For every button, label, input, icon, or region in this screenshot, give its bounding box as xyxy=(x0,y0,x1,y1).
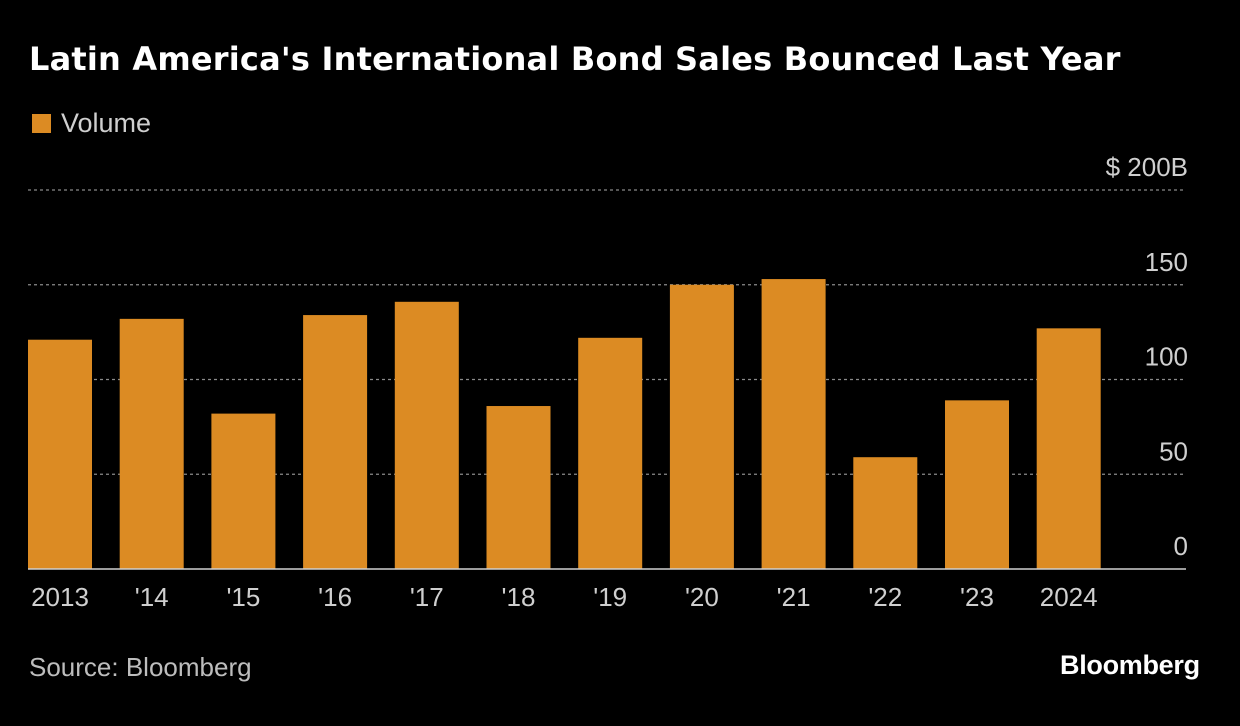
x-tick-label-2013: 2013 xyxy=(31,582,89,612)
x-tick-label-2024: 2024 xyxy=(1040,582,1098,612)
x-tick-label-14: '14 xyxy=(135,582,169,612)
bar-chart: 0 50 100 150 $ 200B 2013 '14 '15 '16 '17 '18 '19 '20… xyxy=(28,152,1188,612)
x-tick-label-16: '16 xyxy=(318,582,352,612)
y-tick-label-100: 100 xyxy=(1145,342,1188,372)
source-note: Source: Bloomberg xyxy=(29,652,252,682)
bar-21 xyxy=(761,279,826,569)
x-tick-label-15: '15 xyxy=(226,582,260,612)
x-tick-label-18: '18 xyxy=(502,582,536,612)
legend-label-volume: Volume xyxy=(61,108,152,138)
bar-23 xyxy=(945,400,1009,569)
x-tick-label-19: '19 xyxy=(593,582,627,612)
x-tick-label-21: '21 xyxy=(777,582,811,612)
bar-15 xyxy=(211,413,276,569)
bar-17 xyxy=(394,301,459,569)
y-tick-label-50: 50 xyxy=(1159,436,1188,466)
bar-19 xyxy=(578,337,643,569)
x-tick-label-20: '20 xyxy=(685,582,719,612)
bar-18 xyxy=(486,406,551,569)
bar-20 xyxy=(669,284,734,569)
y-tick-label-0: 0 xyxy=(1174,531,1188,561)
bar-2013 xyxy=(28,339,92,569)
legend-swatch-volume xyxy=(32,114,51,133)
chart-title: Latin America's International Bond Sales… xyxy=(29,40,1121,78)
bar-16 xyxy=(303,315,368,569)
bar-2024 xyxy=(1036,328,1101,569)
x-tick-label-22: '22 xyxy=(868,582,902,612)
legend: Volume xyxy=(32,108,151,139)
bar-22 xyxy=(853,457,918,569)
x-tick-label-17: '17 xyxy=(410,582,444,612)
bar-14 xyxy=(119,318,184,569)
x-tick-label-23: '23 xyxy=(960,582,994,612)
y-tick-label-150: 150 xyxy=(1145,247,1188,277)
y-tick-label-200: $ 200B xyxy=(1106,152,1188,182)
bloomberg-logo: Bloomberg xyxy=(1060,650,1200,680)
